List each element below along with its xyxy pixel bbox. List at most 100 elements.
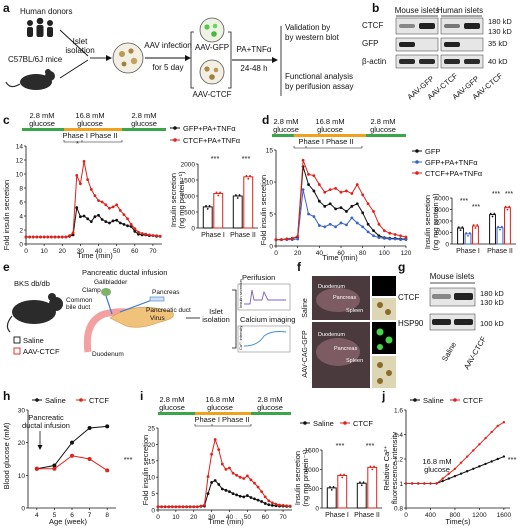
data-point xyxy=(68,234,71,238)
legend-ctcf-pa: CTCF+PA+TNFα xyxy=(425,169,483,178)
y-tick-label: 1.4 xyxy=(394,432,403,439)
data-point xyxy=(496,424,499,428)
bar xyxy=(232,195,243,229)
data-point xyxy=(328,222,332,226)
legend-gfp: GFP xyxy=(425,147,440,156)
e-islet-label-2: isolation xyxy=(202,315,230,324)
glucose-word-label: glucose xyxy=(370,125,396,134)
data-point xyxy=(118,209,122,212)
data-point xyxy=(345,189,348,193)
gfp-brightfield-photo xyxy=(372,356,396,388)
h-line-plot: 0 10 20 30 4 5 6 7 8 xyxy=(18,408,116,519)
panel-letter-a: a xyxy=(3,1,10,15)
treatment-label-1: PA+TNFα xyxy=(237,45,272,54)
data-point xyxy=(441,479,444,483)
g-row-ctcf: CTCF xyxy=(398,293,419,302)
data-point xyxy=(296,235,300,238)
data-point xyxy=(231,492,235,495)
data-point xyxy=(60,235,64,239)
bar-dot xyxy=(206,207,209,210)
data-point xyxy=(393,233,397,236)
data-point xyxy=(301,158,305,162)
data-point xyxy=(86,217,90,221)
y-tick-label: 10 xyxy=(16,172,24,179)
data-point xyxy=(70,453,74,458)
mw-180: 180 kD xyxy=(488,17,512,26)
data-point xyxy=(64,235,68,239)
panel-e: BKS db/db Pancreatic ductal infusion Gal… xyxy=(6,268,295,358)
panel-letter-h: h xyxy=(3,389,10,403)
d-line-plot: 0 5 10 15 0 20 40 60 80 100 120 xyxy=(266,148,412,258)
islet-dish-icon xyxy=(112,42,144,74)
data-point xyxy=(86,178,90,182)
y-tick-label: 10 xyxy=(18,473,26,480)
legend-saline: Saline xyxy=(45,396,66,405)
data-point xyxy=(447,472,451,475)
y-tick-label: 1500 xyxy=(181,178,196,185)
data-point xyxy=(410,482,414,485)
y-tick-label: 1000 xyxy=(435,230,450,237)
bar-dot xyxy=(497,225,500,228)
data-point xyxy=(256,498,260,502)
bar-dot xyxy=(247,177,250,180)
y-tick-label: 0.8 xyxy=(394,506,403,513)
panel-i: 2.8 mM glucose 16.8 mM glucose 2.8 mM gl… xyxy=(141,395,382,526)
y-tick-label: 500 xyxy=(184,210,195,217)
data-point xyxy=(57,235,61,239)
x-tick-label: 0 xyxy=(24,248,28,255)
data-point xyxy=(185,505,188,509)
data-point xyxy=(170,505,174,509)
glucose-word-label: glucose xyxy=(257,403,283,412)
validation-label-1: Validation by xyxy=(285,23,330,32)
bar-dot xyxy=(504,205,507,208)
h-xlabel: Age (week) xyxy=(49,517,87,526)
perifusion-label: Perifusion xyxy=(242,273,275,282)
x-tick-label: 50 xyxy=(113,248,121,255)
y-tick-label: 20 xyxy=(18,440,26,447)
data-point xyxy=(53,235,57,239)
c-line-plot: 0 2 4 6 8 10 12 14 0 10 20 30 40 50 60 70 xyxy=(16,144,162,255)
data-point xyxy=(447,477,451,480)
data-point xyxy=(140,232,144,235)
y-tick-label: 1 xyxy=(399,481,403,488)
data-point xyxy=(70,440,74,445)
glucose-word-label: glucose xyxy=(77,119,103,128)
data-point xyxy=(144,232,148,236)
data-point xyxy=(339,221,343,225)
data-point xyxy=(366,202,370,206)
insulin-secretion-axis: Insulin secretion xyxy=(238,279,243,308)
f-gfp-pancreas: Pancreas xyxy=(334,346,357,352)
panel-letter-c: c xyxy=(3,113,10,127)
data-point xyxy=(228,466,231,470)
gfp-fluorescence-photo xyxy=(372,322,396,354)
glucose-low-label: 2.8 mM xyxy=(370,117,395,126)
data-point xyxy=(350,204,354,208)
i-bar-plot: 0 500 1000 1500 Phase I Phase II xyxy=(305,448,382,519)
f-saline-pancreas: Pancreas xyxy=(333,295,356,301)
d-sig: *** xyxy=(472,204,480,211)
data-point xyxy=(100,218,104,221)
panel-letter-j: j xyxy=(381,389,385,403)
bar-dot xyxy=(474,227,477,229)
label-virus: Virus xyxy=(150,315,165,322)
data-point xyxy=(28,235,32,239)
x-tick-label: 0 xyxy=(274,250,278,257)
data-point xyxy=(42,235,46,239)
ca-intensity-axis: Ca²⁺ intensity xyxy=(238,326,243,350)
data-point xyxy=(372,234,375,238)
panel-d: 2.8 mM glucose 16.8 mM glucose 2.8 mM gl… xyxy=(259,117,516,262)
data-point xyxy=(217,483,221,486)
data-point xyxy=(181,505,185,509)
glucose-word-label: glucose xyxy=(29,119,55,128)
x-tick-label: 60 xyxy=(337,250,345,257)
data-point xyxy=(82,214,86,218)
bar-dot xyxy=(461,226,464,229)
bar-dot xyxy=(339,473,342,476)
category-label: Phase II xyxy=(354,512,380,519)
data-point xyxy=(502,421,506,424)
data-point xyxy=(274,238,278,242)
aav-gfp-label: AAV-GFP xyxy=(195,43,229,52)
islet-isolation-label-2: isolation xyxy=(65,46,94,55)
data-point xyxy=(404,235,408,239)
mw-130: 130 kD xyxy=(488,27,512,36)
